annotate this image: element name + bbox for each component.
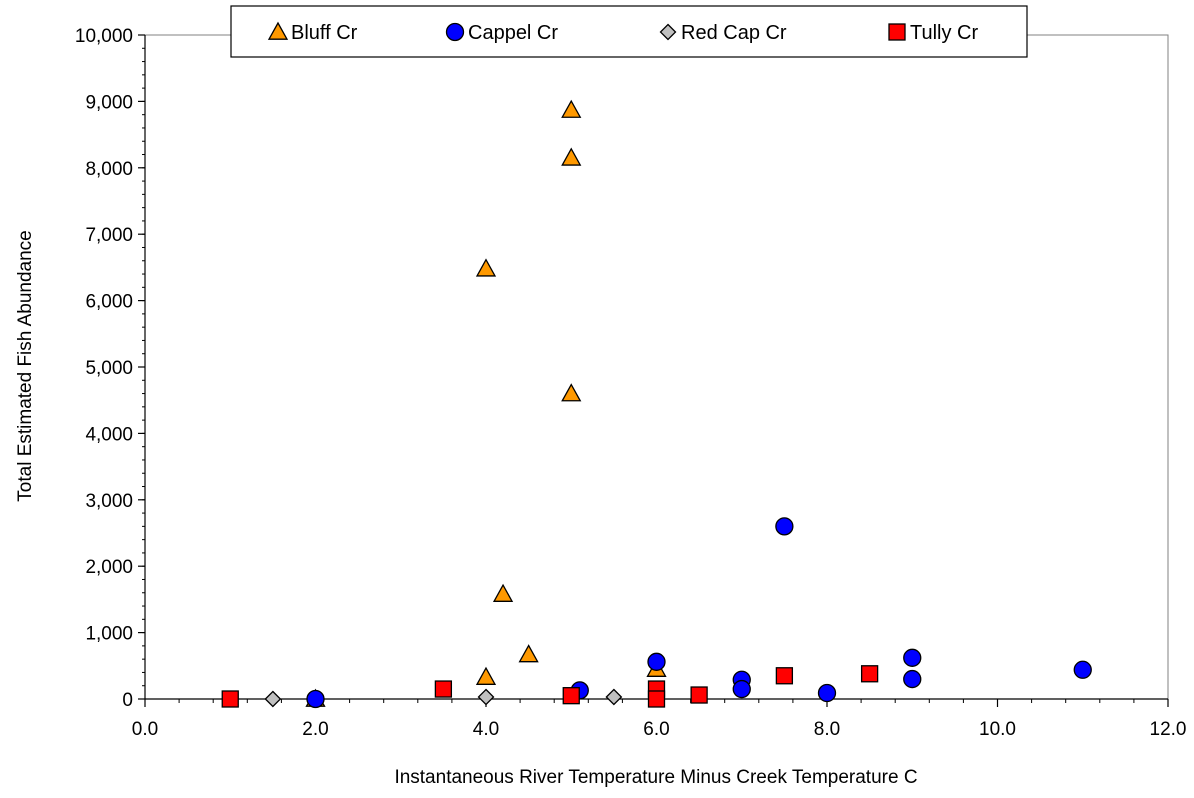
legend-label: Red Cap Cr (681, 22, 787, 44)
plot-frame (144, 34, 1169, 700)
legend-marker (267, 21, 289, 40)
data-point (264, 690, 282, 708)
data-point (475, 258, 497, 277)
data-point (690, 686, 708, 704)
x-tick-label: 6.0 (643, 719, 669, 740)
x-tick-label: 12.0 (1150, 719, 1187, 740)
data-point (605, 688, 623, 706)
data-point (903, 648, 922, 667)
data-point (306, 689, 325, 709)
y-tick-label: 9,000 (85, 92, 133, 113)
series-cappel-cr (306, 517, 1092, 709)
data-point (1073, 660, 1092, 679)
y-axis-title: Total Estimated Fish Abundance (15, 230, 36, 501)
data-point (518, 644, 539, 663)
legend-label: Tully Cr (910, 22, 978, 44)
y-tick-label: 10,000 (75, 26, 133, 47)
y-axis: 0 1,000 2,000 3,000 4,000 5,000 6,000 7,000 8,00… (75, 26, 146, 711)
data-point (775, 667, 794, 685)
series-red-cap-cr (264, 688, 623, 708)
data-point (561, 147, 582, 166)
data-point (475, 666, 497, 685)
series-tully-cr (221, 665, 879, 708)
legend-marker (659, 23, 677, 41)
x-axis-title: Instantaneous River Temperature Minus Cr… (394, 767, 917, 788)
x-tick-label: 8.0 (814, 719, 840, 740)
legend-marker (445, 22, 465, 42)
x-tick-label: 10.0 (979, 719, 1016, 740)
data-point (561, 99, 582, 118)
data-point (492, 583, 514, 602)
y-tick-label: 6,000 (85, 292, 133, 313)
y-tick-label: 2,000 (85, 557, 133, 578)
data-point (562, 687, 580, 705)
legend: Bluff Cr Cappel Cr Red Cap Cr Tully Cr (230, 5, 1028, 58)
plot-border (144, 34, 1169, 700)
y-tick-label: 5,000 (85, 358, 133, 379)
data-point (775, 517, 794, 536)
x-tick-label: 2.0 (302, 719, 328, 740)
data-point (221, 690, 239, 708)
data-point (647, 690, 666, 708)
y-tick-label: 4,000 (85, 424, 133, 445)
y-tick-label: 1,000 (85, 624, 133, 645)
legend-label: Bluff Cr (291, 22, 358, 44)
data-point (561, 383, 582, 402)
data-point (647, 652, 666, 671)
data-point (817, 683, 837, 703)
data-point (477, 688, 495, 706)
x-tick-label: 4.0 (473, 719, 499, 740)
y-tick-label: 8,000 (85, 159, 133, 180)
legend-label: Cappel Cr (468, 22, 558, 44)
data-point (860, 665, 879, 683)
y-tick-label: 3,000 (85, 491, 133, 512)
series-bluff-cr (305, 99, 667, 707)
y-tick-label: 7,000 (85, 225, 133, 246)
x-tick-label: 0.0 (132, 719, 158, 740)
data-point (434, 680, 453, 698)
data-points (221, 99, 1092, 709)
data-point (903, 669, 922, 689)
legend-marker (888, 23, 906, 41)
y-tick-label: 0 (122, 690, 133, 711)
data-point (732, 679, 751, 699)
